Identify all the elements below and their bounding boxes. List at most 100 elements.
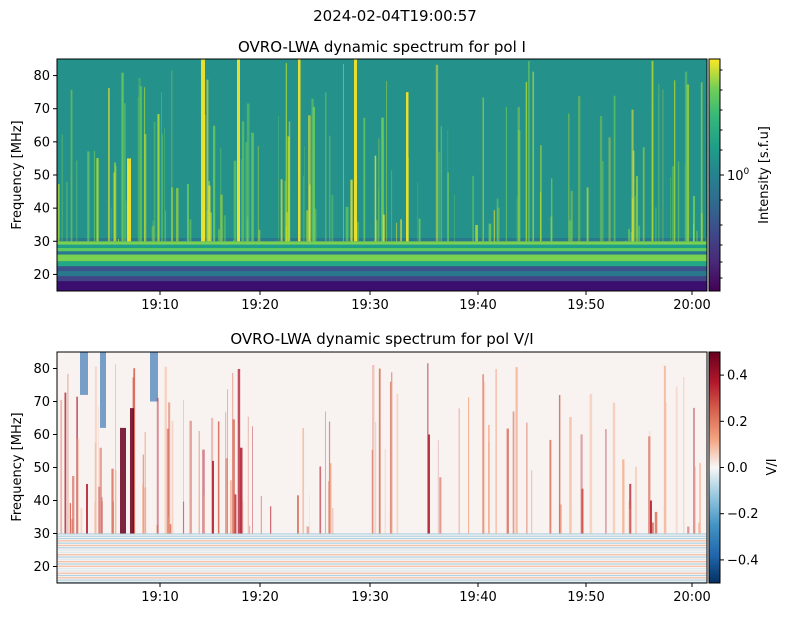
burst <box>350 179 353 242</box>
x-tick-label: 19:20 <box>241 590 278 605</box>
colorbar-intensity: 100 Intensity [s.f.u] <box>708 58 772 292</box>
burst <box>654 511 658 534</box>
burst <box>378 368 381 534</box>
burst <box>625 240 627 242</box>
burst <box>517 130 521 242</box>
x-tick-label: 19:10 <box>141 298 178 313</box>
burst <box>304 146 305 242</box>
strong-burst <box>201 59 205 242</box>
burst <box>137 96 139 242</box>
y-tick-label: 80 <box>33 362 50 377</box>
burst <box>568 113 570 242</box>
burst <box>156 524 159 534</box>
burst <box>638 225 641 242</box>
burst <box>655 207 657 242</box>
heatmap-stokes-i <box>57 59 707 291</box>
burst <box>454 195 456 242</box>
burst <box>378 190 379 242</box>
burst <box>386 81 387 242</box>
burst <box>97 406 99 534</box>
frequency-band <box>57 271 707 277</box>
burst <box>427 363 429 534</box>
burst <box>232 419 235 534</box>
burst <box>288 121 291 242</box>
burst <box>208 185 211 242</box>
burst <box>302 428 305 534</box>
strong-burst <box>86 484 88 534</box>
burst <box>319 466 322 534</box>
burst <box>112 501 114 534</box>
x-tick-label: 19:10 <box>141 590 178 605</box>
burst <box>531 470 533 534</box>
burst <box>343 63 344 242</box>
burst <box>245 142 248 242</box>
burst <box>512 411 515 534</box>
burst <box>246 103 250 242</box>
burst <box>696 230 698 242</box>
burst <box>233 494 237 534</box>
x-axis-pol-vi: 19:10 19:20 19:30 19:40 19:50 20:00 <box>141 583 711 605</box>
burst <box>287 136 290 242</box>
burst <box>671 166 675 242</box>
burst <box>218 229 220 242</box>
burst <box>692 196 695 242</box>
colorbar-ticks: 0.4 0.2 0.0 −0.2 −0.4 <box>720 369 759 568</box>
burst <box>171 187 174 242</box>
burst <box>124 103 126 242</box>
frequency-band <box>57 266 707 272</box>
burst <box>528 61 530 242</box>
burst <box>396 393 399 534</box>
frequency-band <box>57 247 707 252</box>
burst <box>612 402 616 534</box>
y-tick-label: 40 <box>33 202 50 217</box>
frequency-band <box>57 570 707 572</box>
frequency-band <box>57 533 707 535</box>
burst <box>183 399 184 534</box>
strong-burst <box>120 427 126 534</box>
strong-burst <box>240 447 243 534</box>
burst <box>525 81 528 242</box>
burst <box>217 421 220 534</box>
burst <box>589 393 593 534</box>
y-tick-label: 20 <box>33 560 50 575</box>
burst <box>110 207 112 242</box>
frequency-band <box>57 563 707 565</box>
burst <box>684 165 686 242</box>
y-tick-label: 50 <box>33 169 50 184</box>
strong-burst <box>298 59 301 242</box>
y-tick-label: 70 <box>33 395 50 410</box>
burst <box>115 166 117 242</box>
burst <box>306 526 310 534</box>
burst <box>163 127 165 242</box>
burst <box>67 373 69 534</box>
negative-burst <box>100 352 106 428</box>
burst <box>635 176 639 242</box>
burst <box>699 462 701 534</box>
burst <box>312 106 315 242</box>
burst <box>165 210 167 242</box>
burst <box>309 184 311 242</box>
burst <box>297 495 299 534</box>
strong-burst <box>406 92 409 242</box>
burst <box>314 208 317 242</box>
burst <box>332 508 334 534</box>
panel-v-over-i: OVRO-LWA dynamic spectrum for pol V/I 20… <box>10 330 780 605</box>
burst <box>76 438 80 534</box>
burst <box>331 194 334 242</box>
y-tick-label: 30 <box>33 235 50 250</box>
strong-burst <box>237 59 240 242</box>
burst <box>171 420 174 534</box>
burst <box>375 421 377 534</box>
burst <box>285 63 288 242</box>
burst <box>622 459 625 534</box>
burst <box>306 210 309 242</box>
burst <box>153 121 156 242</box>
burst <box>665 402 667 534</box>
burst <box>121 72 124 242</box>
frequency-band <box>57 574 707 577</box>
burst <box>693 407 695 534</box>
burst <box>277 116 279 242</box>
burst <box>156 397 159 534</box>
y-tick-label: 70 <box>33 102 50 117</box>
burst <box>69 503 72 534</box>
